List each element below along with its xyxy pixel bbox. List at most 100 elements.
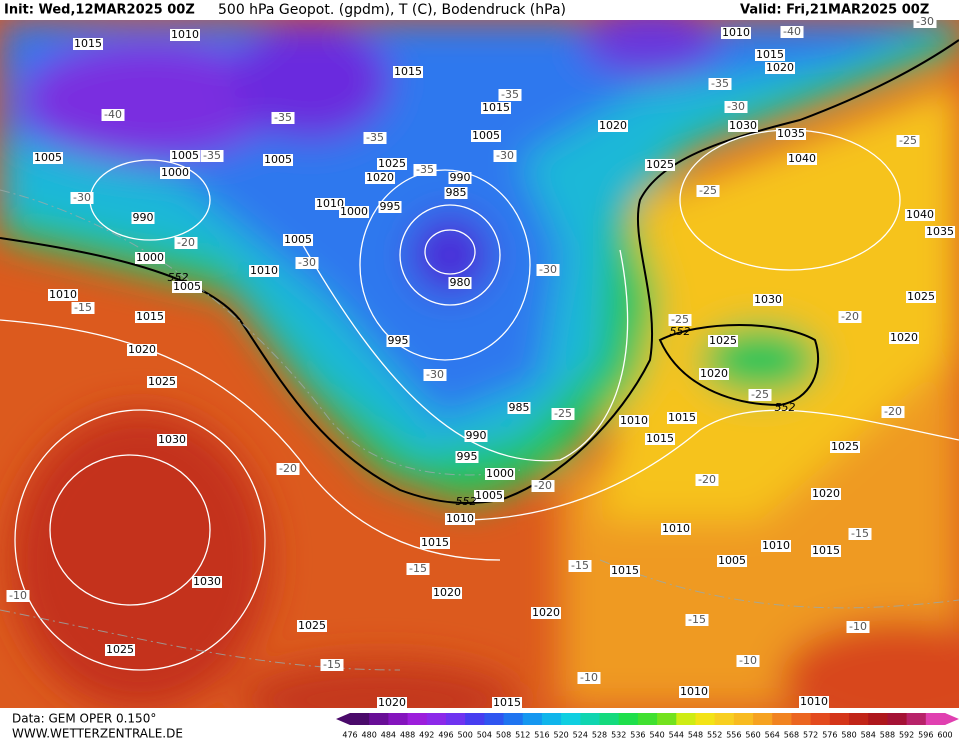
temperature-label: -25: [899, 134, 917, 147]
temperature-label: -25: [671, 313, 689, 326]
contour-label: 552: [456, 495, 477, 508]
colorbar-cell: [426, 713, 447, 725]
isobar-label: 1010: [762, 539, 790, 552]
isobar-label-box: [721, 27, 751, 39]
isobar-label-box: [761, 540, 791, 552]
isobar-label-box: [33, 152, 63, 164]
temperature-label: -35: [501, 88, 519, 101]
isobar-label-box: [135, 252, 165, 264]
temperature-label: -25: [751, 388, 769, 401]
isobar-label: 1000: [136, 251, 164, 264]
colorbar-arrow: [945, 713, 959, 725]
isobar-label-box: [263, 154, 293, 166]
isobar-label: 1025: [106, 643, 134, 656]
colorbar-cell: [599, 713, 620, 725]
temperature-label: -35: [711, 77, 729, 90]
isobar-label-box: [464, 430, 488, 442]
temperature-label-box: [498, 89, 522, 101]
colorbar-label: 500: [458, 731, 473, 740]
isobar-label-box: [619, 415, 649, 427]
isobar-label: 980: [450, 276, 471, 289]
isobar-label: 1010: [722, 26, 750, 39]
temperature-label: -15: [571, 559, 589, 572]
isobar-label: 1030: [158, 433, 186, 446]
isobar-label-box: [131, 212, 155, 224]
isobar-label-box: [645, 433, 675, 445]
isobar-label: 1000: [340, 205, 368, 218]
isobar-label: 1015: [74, 37, 102, 50]
isobar-label-box: [127, 344, 157, 356]
isobar-label-box: [157, 434, 187, 446]
isobar-label: 1020: [890, 331, 918, 344]
colorbar-cell: [465, 713, 485, 725]
colorbar-cell: [887, 713, 908, 725]
temperature-label: -30: [539, 263, 557, 276]
temperature-label: -25: [554, 407, 572, 420]
isobar-label-box: [667, 412, 697, 424]
isobar-label: 995: [380, 200, 401, 213]
temperature-label: -35: [203, 149, 221, 162]
isobar-label: 1015: [493, 696, 521, 709]
isobar-label-box: [48, 289, 78, 301]
isobar-label: 985: [446, 186, 467, 199]
isobar-label: 1015: [646, 432, 674, 445]
temperature-label-box: [6, 590, 30, 602]
isobar-label-box: [283, 234, 313, 246]
isobar-label-box: [753, 294, 783, 306]
temperature-label-box: [896, 135, 920, 147]
isobar-label: 995: [388, 334, 409, 347]
isobar-label-box: [378, 201, 402, 213]
temperature-label-box: [363, 132, 387, 144]
isobar-label: 1020: [766, 61, 794, 74]
isobar-label: 1020: [433, 586, 461, 599]
colorbar-label: 596: [918, 731, 933, 740]
isobar-label: 1020: [599, 119, 627, 132]
temperature-label: -10: [580, 671, 598, 684]
colorbar-label: 496: [438, 731, 453, 740]
temperature-label-box: [848, 528, 872, 540]
isobar-label-box: [445, 513, 475, 525]
isobar-label-box: [393, 66, 423, 78]
colorbar-cell: [906, 713, 927, 725]
temperature-label-box: [536, 264, 560, 276]
isobar-label: 1015: [421, 536, 449, 549]
isobar-label-box: [787, 153, 817, 165]
isobar-label-box: [531, 607, 561, 619]
isobar-label-box: [172, 281, 202, 293]
temperature-label: -30: [727, 100, 745, 113]
isobar-label-box: [765, 62, 795, 74]
temperature-label-box: [696, 185, 720, 197]
isobar-label-box: [170, 29, 200, 41]
temperature-label-box: [295, 257, 319, 269]
isobar-label: 1015: [812, 544, 840, 557]
colorbar-label: 560: [745, 731, 760, 740]
isobar-label: 995: [457, 450, 478, 463]
contour-label: 552: [168, 271, 189, 284]
temperature-label-box: [695, 474, 719, 486]
temperature-label-box: [736, 655, 760, 667]
isobar-label: 1010: [662, 522, 690, 535]
isobar-label-box: [386, 335, 410, 347]
isobar-label: 1010: [446, 512, 474, 525]
isobar-label-box: [249, 265, 279, 277]
colorbar-label: 584: [861, 731, 876, 740]
isobar-label-box: [811, 545, 841, 557]
temperature-label: -15: [851, 527, 869, 540]
colorbar-label: 532: [611, 731, 626, 740]
isobar-label-box: [73, 38, 103, 50]
colorbar-label: 524: [573, 731, 588, 740]
isobar-label: 1005: [472, 129, 500, 142]
isobar-label-box: [377, 158, 407, 170]
colorbar-label: 536: [630, 731, 645, 740]
isobar-label-box: [507, 402, 531, 414]
colorbar-arrow: [336, 713, 350, 725]
colorbar-label: 564: [765, 731, 780, 740]
isobar-label-box: [192, 576, 222, 588]
temperature-label: -35: [416, 163, 434, 176]
colorbar-label: 552: [707, 731, 722, 740]
isobar-label-box: [610, 565, 640, 577]
colorbar-cell: [676, 713, 696, 725]
temperature-label: -10: [849, 620, 867, 633]
